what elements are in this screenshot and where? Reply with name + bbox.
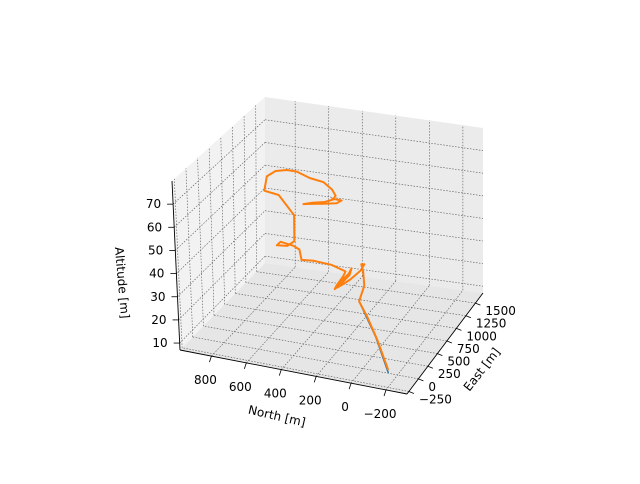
grid-line-alt: [179, 255, 266, 344]
pane-floor: [180, 263, 483, 394]
grid-line-alt: [176, 187, 266, 274]
grid-line-alt: [264, 255, 484, 287]
grid-line-east: [203, 325, 428, 367]
east-tick: [408, 391, 415, 394]
grid-line-east: [255, 105, 257, 272]
grid-line-alt: [264, 187, 484, 219]
east-tick: [446, 340, 453, 344]
north-tick: [313, 376, 317, 383]
east-tick-label: 1500: [485, 304, 516, 318]
grid-line-east: [256, 271, 476, 304]
north-tick-label: 800: [194, 373, 217, 387]
grid-line-north: [246, 271, 329, 364]
east-tick: [437, 353, 443, 356]
altitude-tick-label: 70: [146, 197, 161, 211]
east-tick-label: 1250: [476, 317, 507, 331]
north-tick-label: 200: [299, 393, 322, 407]
grid-line-alt: [177, 210, 266, 297]
east-tick-label: 1000: [466, 329, 497, 343]
altitude-axis-line: [171, 180, 181, 351]
grid-line-alt: [264, 210, 484, 242]
grid-line-alt: [264, 119, 484, 151]
grid-line-east: [208, 147, 215, 316]
north-tick: [348, 383, 352, 390]
east-tick-label: 0: [428, 380, 436, 394]
grid-line-east: [220, 136, 225, 305]
east-tick: [465, 315, 472, 319]
grid-line-east: [243, 115, 247, 283]
east-tick-label: 250: [438, 367, 461, 381]
north-tick: [278, 369, 282, 376]
grid-line-east: [182, 347, 409, 392]
grid-line-east: [192, 336, 419, 380]
east-tick-label: 750: [457, 342, 480, 356]
grid-line-east: [235, 293, 457, 329]
grid-line-east: [185, 168, 194, 337]
east-tick: [427, 365, 434, 369]
altitude-tick-label: 20: [151, 313, 166, 327]
north-tick-label: 600: [229, 380, 252, 394]
north-tick: [383, 389, 387, 397]
north-axis-line: [179, 349, 408, 395]
east-tick: [456, 327, 462, 331]
pane-back-left: [172, 97, 265, 350]
trajectory-line-2: [263, 169, 389, 371]
north-tick-label: −200: [364, 407, 397, 421]
east-tick: [418, 378, 424, 382]
grid-line-alt: [264, 233, 484, 264]
east-tick-label: 500: [447, 355, 470, 369]
grid-line-alt: [264, 142, 484, 174]
altitude-tick-label: 30: [150, 290, 165, 304]
grid-line-north: [281, 276, 363, 370]
grid-line-north: [211, 266, 296, 357]
grid-line-east: [232, 126, 236, 294]
east-tick-label: −250: [419, 392, 452, 406]
grid-line-alt: [178, 233, 266, 321]
north-tick-label: 400: [264, 387, 287, 401]
north-tick: [243, 362, 247, 369]
altitude-tick-label: 40: [149, 267, 164, 281]
grid-line-alt: [264, 164, 484, 197]
grid-line-east: [245, 282, 466, 317]
altitude-tick-label: 50: [148, 243, 163, 257]
north-tick-label: 0: [341, 400, 349, 414]
east-axis-line: [406, 292, 484, 395]
altitude-tick-label: 60: [147, 220, 162, 234]
altitude-axis-label: Altitude [m]: [112, 246, 132, 319]
grid-line-east: [174, 178, 183, 348]
east-tick: [475, 302, 481, 306]
grid-line-alt: [175, 165, 266, 251]
pane-back-right: [265, 97, 483, 293]
north-tick: [209, 355, 212, 363]
grid-line-east: [197, 157, 204, 327]
altitude-tick-label: 10: [152, 336, 167, 350]
